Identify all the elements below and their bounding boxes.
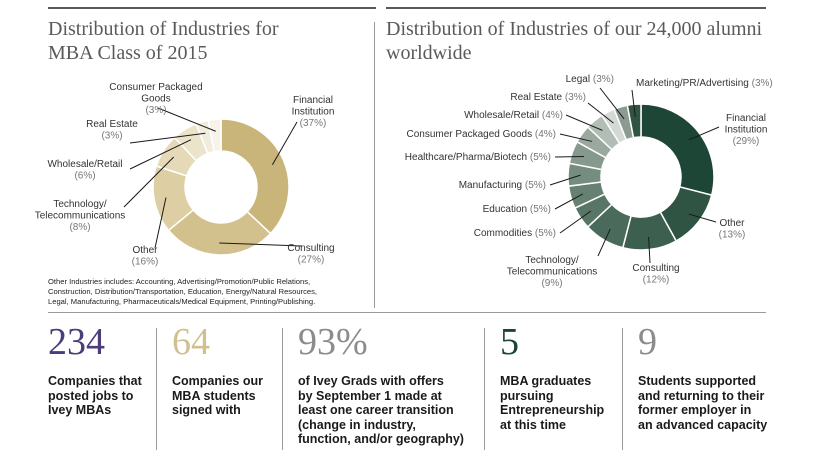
footnote-line2: Construction, Distribution/Transportatio…: [48, 287, 318, 296]
slice-label-technology-telecommunications: Technology/Telecommunications (8%): [35, 199, 126, 233]
slice-label-commodities: Commodities (5%): [474, 228, 556, 239]
slice-label-manufacturing: Manufacturing (5%): [459, 180, 546, 191]
leader-line-manufacturing: [549, 174, 581, 186]
slice-label-wholesale-retail: Wholesale/Retail (6%): [47, 159, 122, 182]
leader-line-consulting: [648, 236, 651, 264]
slice-label-wholesale-retail: Wholesale/Retail (4%): [464, 110, 563, 121]
leader-line-consumer-packaged-goods: [157, 107, 216, 132]
right-chart-title: Distribution of Industries of our 24,000…: [386, 17, 762, 65]
leader-line-financial-institution: [271, 121, 298, 166]
slice-label-financial-institution: Financial Institution (29%): [725, 113, 768, 147]
left-donut-chart: Financial Institution (37%) Consulting (27%)…: [35, 82, 335, 268]
leader-line-financial-institution: [688, 126, 720, 141]
leader-line-other: [688, 213, 717, 223]
slice-label-consulting: Consulting (12%): [632, 263, 679, 286]
right-donut-chart: Financial Institution (29%) Other (13%) Consu…: [405, 74, 773, 289]
leader-line-consumer-packaged-goods: [559, 133, 593, 142]
stat-divider: [484, 328, 485, 450]
slice-label-legal: Legal (3%): [566, 74, 614, 85]
stat-entrepreneurship: 5 MBA graduates pursuing Entrepreneurshi…: [500, 320, 604, 432]
leader-line-real-estate: [587, 102, 614, 124]
leader-line-legal: [599, 87, 625, 120]
leader-line-commodities: [559, 210, 592, 234]
leader-line-education: [554, 193, 584, 210]
right-chart-title-line2: worldwide: [386, 42, 472, 64]
top-rule-left: [48, 7, 376, 9]
stat-description: Companies our MBA students signed with: [172, 374, 263, 417]
slice-label-technology-telecommunications: Technology/Telecommunications (9%): [507, 255, 598, 289]
slice-label-consumer-packaged-goods: Consumer Packaged Goods (3%): [109, 82, 202, 116]
stat-number: 93%: [298, 321, 368, 363]
stat-career-transition: 93% of Ivey Grads with offers by Septemb…: [298, 320, 464, 447]
leader-line-wholesale-retail: [129, 139, 192, 170]
stat-number: 234: [48, 321, 105, 363]
slice-label-real-estate: Real Estate (3%): [86, 119, 138, 142]
slice-marketing-pr-advertising: [626, 103, 642, 139]
left-chart-title-line2: MBA Class of 2015: [48, 42, 208, 64]
slice-consumer-packaged-goods: [207, 118, 222, 153]
slice-label-consulting: Consulting (27%): [287, 243, 334, 266]
leader-line-technology-telecommunications: [597, 228, 611, 257]
slice-label-healthcare-pharma-biotech: Healthcare/Pharma/Biotech (5%): [405, 152, 551, 163]
stat-description: Students supported and returning to thei…: [638, 374, 768, 432]
slice-financial-institution: [220, 118, 290, 235]
left-chart-title-line1: Distribution of Industries for: [48, 18, 279, 40]
stat-number: 9: [638, 321, 657, 363]
top-rule-right: [386, 7, 766, 9]
leader-line-other: [154, 197, 167, 249]
slice-financial-institution: [640, 103, 715, 197]
footnote-line3: Legal, Manufacturing, Pharmaceuticals/Me…: [48, 297, 316, 306]
leader-line-technology-telecommunications: [123, 156, 175, 208]
slice-label-consumer-packaged-goods: Consumer Packaged Goods (4%): [406, 129, 556, 140]
right-chart-title-line1: Distribution of Industries of our 24,000…: [386, 18, 763, 40]
stat-number: 64: [172, 321, 210, 363]
stat-divider: [282, 328, 283, 450]
stat-description: MBA graduates pursuing Entrepreneurship …: [500, 374, 605, 432]
leader-line-real-estate: [129, 132, 206, 144]
chart-divider: [374, 22, 375, 308]
stat-divider: [622, 328, 623, 450]
stat-companies-posted: 234 Companies that posted jobs to Ivey M…: [48, 320, 142, 418]
stat-companies-signed: 64 Companies our MBA students signed wit…: [172, 320, 263, 418]
stat-divider: [156, 328, 157, 450]
leader-line-marketing-pr-advertising: [631, 89, 636, 117]
stat-description: of Ivey Grads with offers by September 1…: [298, 374, 464, 446]
slice-label-financial-institution: Financial Institution (37%): [292, 95, 335, 129]
left-chart-title: Distribution of Industries for MBA Class…: [48, 17, 279, 65]
stats-rule: [48, 312, 766, 313]
stat-number: 5: [500, 321, 519, 363]
stat-returning-students: 9 Students supported and returning to th…: [638, 320, 767, 432]
footnote-line1: Other Industries includes: Accounting, A…: [48, 277, 311, 286]
left-chart-footnote: Other Industries includes: Accounting, A…: [48, 277, 378, 307]
slice-label-education: Education (5%): [483, 204, 551, 215]
stat-description: Companies that posted jobs to Ivey MBAs: [48, 374, 142, 417]
leader-line-wholesale-retail: [565, 114, 603, 131]
slice-label-real-estate: Real Estate (3%): [510, 92, 586, 103]
slice-label-other: Other (13%): [719, 218, 746, 241]
slice-label-marketing-pr-advertising: Marketing/PR/Advertising (3%): [636, 78, 773, 89]
leader-line-consulting: [219, 242, 303, 247]
slice-label-other: Other (16%): [132, 245, 159, 268]
